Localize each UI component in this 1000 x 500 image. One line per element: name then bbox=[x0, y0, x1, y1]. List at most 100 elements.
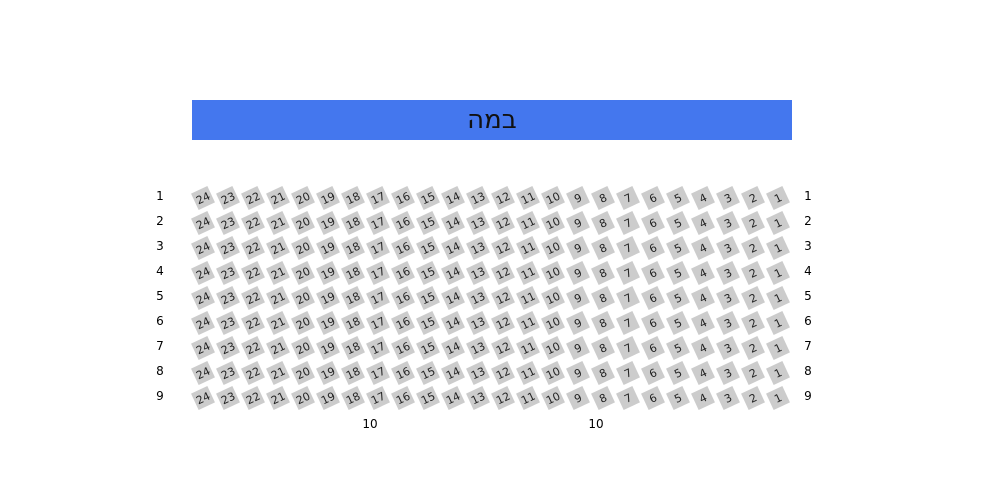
seat[interactable]: 22 bbox=[241, 311, 265, 335]
seat[interactable]: 20 bbox=[291, 286, 315, 310]
seat[interactable]: 18 bbox=[341, 336, 365, 360]
seat[interactable]: 21 bbox=[266, 286, 290, 310]
seat[interactable]: 13 bbox=[466, 186, 490, 210]
seat[interactable]: 22 bbox=[241, 286, 265, 310]
seat[interactable]: 16 bbox=[391, 286, 415, 310]
seat[interactable]: 6 bbox=[641, 211, 665, 235]
seat[interactable]: 5 bbox=[666, 261, 690, 285]
seat[interactable]: 11 bbox=[516, 311, 540, 335]
seat[interactable]: 7 bbox=[616, 336, 640, 360]
seat[interactable]: 11 bbox=[516, 211, 540, 235]
seat[interactable]: 8 bbox=[591, 336, 615, 360]
seat[interactable]: 6 bbox=[641, 311, 665, 335]
seat[interactable]: 5 bbox=[666, 286, 690, 310]
seat[interactable]: 9 bbox=[566, 186, 590, 210]
seat[interactable]: 1 bbox=[766, 386, 790, 410]
seat[interactable]: 18 bbox=[341, 386, 365, 410]
seat[interactable]: 11 bbox=[516, 236, 540, 260]
seat[interactable]: 23 bbox=[216, 261, 240, 285]
seat[interactable]: 24 bbox=[191, 286, 215, 310]
seat[interactable]: 23 bbox=[216, 286, 240, 310]
seat[interactable]: 15 bbox=[416, 261, 440, 285]
seat[interactable]: 1 bbox=[766, 261, 790, 285]
seat[interactable]: 18 bbox=[341, 186, 365, 210]
seat[interactable]: 14 bbox=[441, 361, 465, 385]
seat[interactable]: 20 bbox=[291, 211, 315, 235]
seat[interactable]: 5 bbox=[666, 236, 690, 260]
seat[interactable]: 9 bbox=[566, 311, 590, 335]
seat[interactable]: 1 bbox=[766, 311, 790, 335]
seat[interactable]: 17 bbox=[366, 336, 390, 360]
seat[interactable]: 13 bbox=[466, 286, 490, 310]
seat[interactable]: 8 bbox=[591, 211, 615, 235]
seat[interactable]: 4 bbox=[691, 361, 715, 385]
seat[interactable]: 13 bbox=[466, 311, 490, 335]
seat[interactable]: 2 bbox=[741, 311, 765, 335]
seat[interactable]: 15 bbox=[416, 211, 440, 235]
seat[interactable]: 2 bbox=[741, 211, 765, 235]
seat[interactable]: 9 bbox=[566, 286, 590, 310]
seat[interactable]: 21 bbox=[266, 236, 290, 260]
seat[interactable]: 10 bbox=[541, 386, 565, 410]
seat[interactable]: 12 bbox=[491, 211, 515, 235]
seat[interactable]: 4 bbox=[691, 386, 715, 410]
seat[interactable]: 16 bbox=[391, 261, 415, 285]
seat[interactable]: 4 bbox=[691, 186, 715, 210]
seat[interactable]: 7 bbox=[616, 361, 640, 385]
seat[interactable]: 24 bbox=[191, 386, 215, 410]
seat[interactable]: 19 bbox=[316, 336, 340, 360]
seat[interactable]: 13 bbox=[466, 211, 490, 235]
seat[interactable]: 21 bbox=[266, 386, 290, 410]
seat[interactable]: 23 bbox=[216, 361, 240, 385]
seat[interactable]: 19 bbox=[316, 236, 340, 260]
seat[interactable]: 14 bbox=[441, 386, 465, 410]
seat[interactable]: 1 bbox=[766, 336, 790, 360]
seat[interactable]: 10 bbox=[541, 211, 565, 235]
seat[interactable]: 7 bbox=[616, 236, 640, 260]
seat[interactable]: 7 bbox=[616, 261, 640, 285]
seat[interactable]: 14 bbox=[441, 236, 465, 260]
seat[interactable]: 15 bbox=[416, 286, 440, 310]
seat[interactable]: 4 bbox=[691, 211, 715, 235]
seat[interactable]: 10 bbox=[541, 261, 565, 285]
seat[interactable]: 10 bbox=[541, 336, 565, 360]
seat[interactable]: 10 bbox=[541, 361, 565, 385]
seat[interactable]: 17 bbox=[366, 361, 390, 385]
seat[interactable]: 5 bbox=[666, 311, 690, 335]
seat[interactable]: 16 bbox=[391, 311, 415, 335]
seat[interactable]: 17 bbox=[366, 311, 390, 335]
seat[interactable]: 23 bbox=[216, 186, 240, 210]
seat[interactable]: 19 bbox=[316, 386, 340, 410]
seat[interactable]: 13 bbox=[466, 336, 490, 360]
seat[interactable]: 16 bbox=[391, 361, 415, 385]
seat[interactable]: 23 bbox=[216, 211, 240, 235]
seat[interactable]: 22 bbox=[241, 211, 265, 235]
seat[interactable]: 18 bbox=[341, 261, 365, 285]
seat[interactable]: 3 bbox=[716, 261, 740, 285]
seat[interactable]: 2 bbox=[741, 286, 765, 310]
seat[interactable]: 14 bbox=[441, 261, 465, 285]
seat[interactable]: 20 bbox=[291, 386, 315, 410]
seat[interactable]: 24 bbox=[191, 361, 215, 385]
seat[interactable]: 20 bbox=[291, 361, 315, 385]
seat[interactable]: 7 bbox=[616, 186, 640, 210]
seat[interactable]: 21 bbox=[266, 336, 290, 360]
seat[interactable]: 6 bbox=[641, 186, 665, 210]
seat[interactable]: 20 bbox=[291, 186, 315, 210]
seat[interactable]: 17 bbox=[366, 211, 390, 235]
seat[interactable]: 17 bbox=[366, 286, 390, 310]
seat[interactable]: 12 bbox=[491, 311, 515, 335]
seat[interactable]: 4 bbox=[691, 311, 715, 335]
seat[interactable]: 16 bbox=[391, 236, 415, 260]
seat[interactable]: 22 bbox=[241, 361, 265, 385]
seat[interactable]: 13 bbox=[466, 261, 490, 285]
seat[interactable]: 2 bbox=[741, 361, 765, 385]
seat[interactable]: 21 bbox=[266, 261, 290, 285]
seat[interactable]: 5 bbox=[666, 336, 690, 360]
seat[interactable]: 5 bbox=[666, 386, 690, 410]
seat[interactable]: 23 bbox=[216, 336, 240, 360]
seat[interactable]: 6 bbox=[641, 236, 665, 260]
seat[interactable]: 12 bbox=[491, 386, 515, 410]
seat[interactable]: 22 bbox=[241, 236, 265, 260]
seat[interactable]: 11 bbox=[516, 361, 540, 385]
